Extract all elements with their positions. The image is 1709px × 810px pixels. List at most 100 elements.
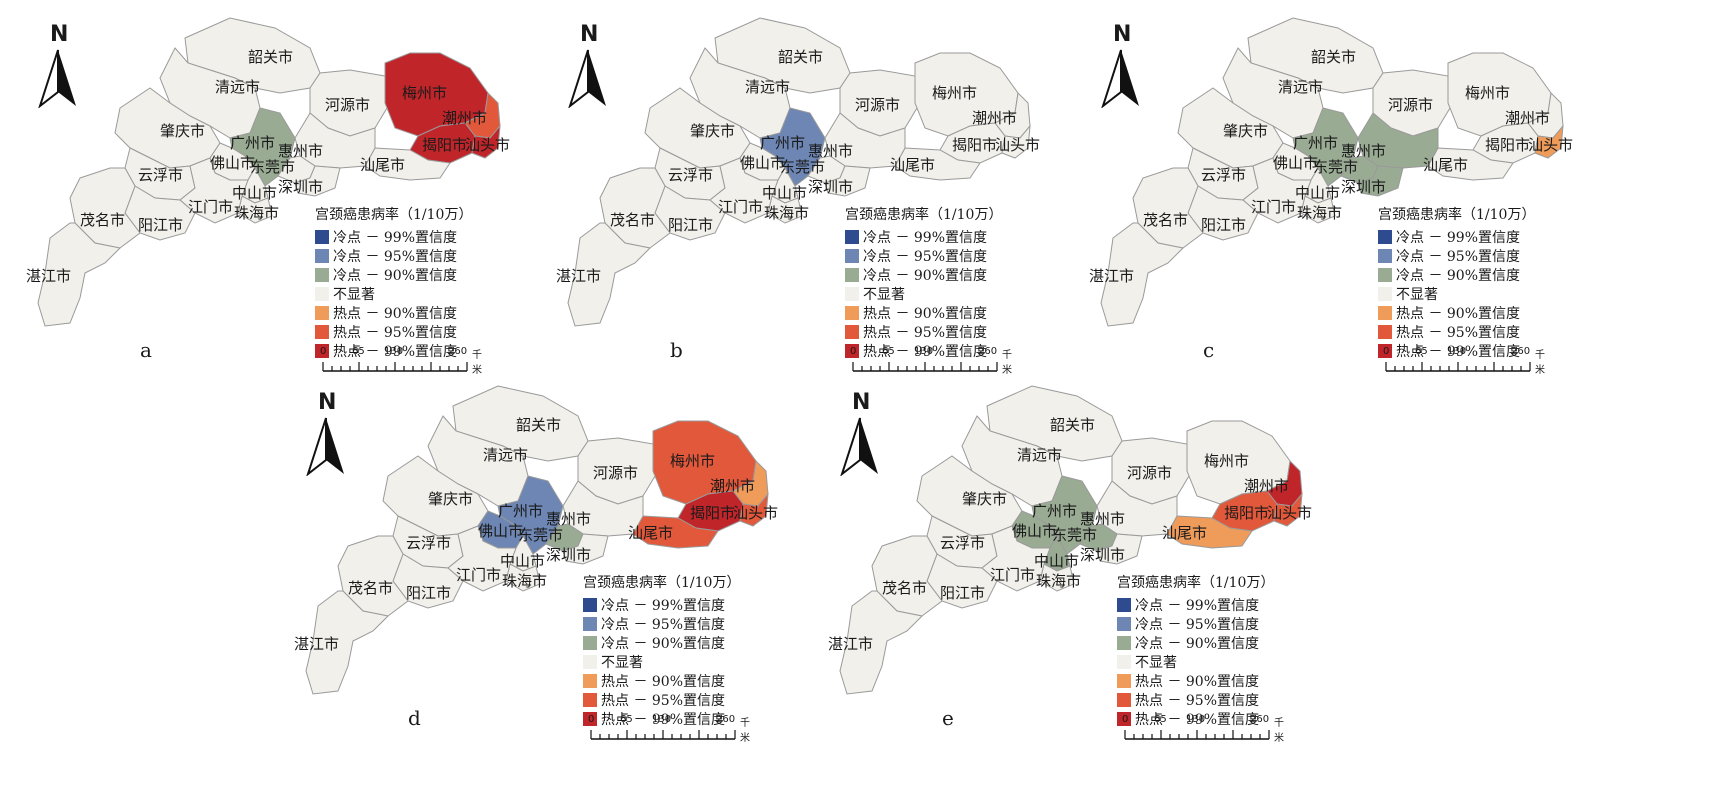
city-label: 韶关市: [248, 48, 294, 66]
city-label: 汕头市: [733, 504, 779, 522]
city-label: 佛山市: [478, 522, 524, 540]
city-label: 佛山市: [1012, 522, 1058, 540]
legend-swatch: [583, 597, 597, 612]
city-label: 珠海市: [764, 204, 810, 222]
city-label: 韶关市: [1311, 48, 1357, 66]
map-panel-e: 韶关市 清远市 河源市 梅州市 潮州市 肇庆市 广州市 惠州市 揭阳市 汕头市 佛山市 东莞市 汕尾市云…: [812, 376, 1392, 776]
legend-item: 冷点 － 99%置信度: [583, 595, 740, 614]
city-label: 云浮市: [1201, 166, 1247, 184]
legend-swatch: [1378, 343, 1392, 358]
legend-title: 宫颈癌患病率（1/10万）: [583, 575, 741, 591]
city-label: 中山市: [232, 184, 278, 202]
region-汕尾: [1166, 515, 1253, 549]
legend-item: 热点 － 99%置信度: [583, 709, 740, 728]
legend-item: 冷点 － 99%置信度: [845, 227, 1002, 246]
legend-swatch: [315, 324, 329, 339]
city-label: 河源市: [1127, 464, 1173, 482]
scale-tick-label: 260: [448, 346, 468, 357]
region-汕尾: [1427, 147, 1514, 181]
city-label: 梅州市: [932, 84, 978, 102]
city-label: 韶关市: [516, 416, 562, 434]
legend-label: 热点 － 99%置信度: [601, 711, 726, 728]
city-label: 佛山市: [740, 154, 786, 172]
legend-item: 冷点 － 99%置信度: [1117, 595, 1274, 614]
city-label: 东莞市: [1052, 526, 1098, 544]
city-label: 深圳市: [1080, 546, 1126, 564]
city-label: 云浮市: [406, 534, 452, 552]
city-label: 潮州市: [442, 109, 488, 127]
legend-item: 热点 － 95%置信度: [1117, 690, 1274, 709]
city-label: 惠州市: [1080, 510, 1126, 528]
north-label: N: [580, 22, 599, 47]
legend-swatch: [1117, 635, 1131, 650]
scale-unit: 千米: [1002, 350, 1012, 376]
legend-item: 不显著: [583, 652, 740, 671]
legend-label: 热点 － 90%置信度: [863, 305, 988, 322]
legend-swatch: [315, 229, 329, 244]
city-label: 梅州市: [1204, 452, 1250, 470]
legend-swatch: [1117, 597, 1131, 612]
panel-label: a: [140, 338, 152, 362]
legend-label: 不显著: [333, 286, 375, 303]
region-江门: [179, 157, 249, 224]
legend-item: 冷点 － 99%置信度: [1378, 227, 1535, 246]
city-label: 肇庆市: [160, 122, 206, 140]
legend-label: 不显著: [863, 286, 905, 303]
legend-swatch: [315, 305, 329, 320]
scale-tick-label: 0: [588, 714, 595, 725]
legend-label: 热点 － 95%置信度: [863, 324, 988, 341]
legend-item: 不显著: [845, 284, 1002, 303]
city-label: 江门市: [188, 198, 234, 216]
city-label: 惠州市: [808, 142, 854, 160]
legend-label: 冷点 － 95%置信度: [333, 248, 458, 265]
scale-tick-label: 65: [352, 346, 365, 357]
city-label: 河源市: [855, 96, 901, 114]
legend-label: 冷点 － 99%置信度: [333, 229, 458, 246]
panel-label: e: [942, 706, 954, 730]
city-label: 江门市: [456, 566, 502, 584]
city-label: 珠海市: [1036, 572, 1082, 590]
city-label: 揭阳市: [1224, 504, 1270, 522]
region-汕头: [1273, 492, 1303, 527]
city-label: 肇庆市: [690, 122, 736, 140]
legend-item: 热点 － 99%置信度: [1378, 341, 1535, 360]
city-label: 茂名市: [610, 211, 656, 229]
legend-item: 冷点 － 95%置信度: [1378, 246, 1535, 265]
legend-label: 冷点 － 99%置信度: [1396, 229, 1521, 246]
city-label: 潮州市: [1244, 477, 1290, 495]
scale-tick-label: 65: [882, 346, 895, 357]
region-深圳: [1096, 533, 1143, 565]
region-茂名: [1132, 167, 1204, 249]
legend-item: 热点 － 95%置信度: [315, 322, 472, 341]
city-label: 汕尾市: [1423, 156, 1469, 174]
legend-item: 不显著: [315, 284, 472, 303]
legend-swatch: [315, 267, 329, 282]
legend-item: 热点 － 90%置信度: [583, 671, 740, 690]
legend-swatch: [583, 654, 597, 669]
city-label: 惠州市: [278, 142, 324, 160]
legend-swatch: [1117, 711, 1131, 726]
legend-title: 宫颈癌患病率（1/10万）: [1378, 207, 1536, 223]
legend-label: 热点 － 99%置信度: [1135, 711, 1260, 728]
legend-item: 热点 － 95%置信度: [1378, 322, 1535, 341]
city-label: 清远市: [745, 78, 791, 96]
legend-swatch: [845, 324, 859, 339]
city-label: 汕尾市: [890, 156, 936, 174]
city-label: 阳江市: [406, 584, 452, 602]
region-惠州: [1357, 112, 1439, 169]
city-label: 珠海市: [1297, 204, 1343, 222]
region-茂名: [337, 535, 409, 617]
guangdong-map: [305, 385, 769, 695]
region-汕尾: [364, 147, 451, 181]
region-汕尾: [632, 515, 719, 549]
legend-label: 热点 － 90%置信度: [1396, 305, 1521, 322]
legend-label: 不显著: [1396, 286, 1438, 303]
city-label: 湛江市: [828, 635, 874, 653]
region-湛江: [37, 222, 122, 327]
city-label: 阳江市: [668, 216, 714, 234]
city-label: 河源市: [593, 464, 639, 482]
legend-swatch: [1378, 248, 1392, 263]
scale-tick-label: 130: [384, 346, 404, 357]
legend-swatch: [1378, 267, 1392, 282]
city-label: 广州市: [498, 502, 544, 520]
